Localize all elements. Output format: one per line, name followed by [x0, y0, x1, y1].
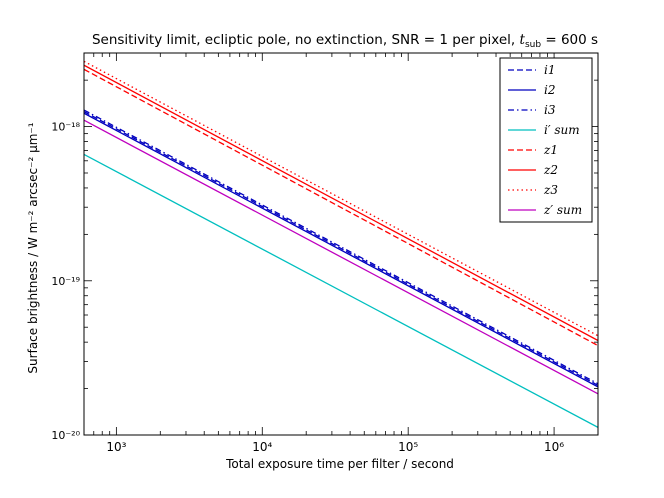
title-suffix: = 600 s	[541, 32, 598, 48]
series-line-i2	[84, 112, 598, 388]
legend-label-i3: i3	[544, 103, 556, 117]
legend-box	[499, 57, 593, 223]
chart-title: Sensitivity limit, ecliptic pole, no ext…	[92, 32, 598, 50]
series-line-i-sum	[84, 153, 598, 428]
legend-label-z2: z2	[543, 163, 558, 177]
title-math-t: t	[520, 32, 526, 48]
plot-area	[83, 52, 599, 436]
series-line-i3	[84, 109, 598, 385]
legend: i1 i2 i3 i′ sum z1 z2 z3 z′ sum	[499, 57, 593, 223]
title-math-sub: sub	[525, 40, 541, 50]
x-tick-label: 10⁵	[398, 440, 418, 454]
series-lines	[84, 60, 598, 428]
legend-label-i-sum: i′ sum	[544, 123, 580, 137]
x-tick-label: 10⁴	[252, 440, 272, 454]
y-tick-label: 10⁻²⁰	[51, 429, 80, 442]
legend-label-z3: z3	[543, 183, 558, 197]
legend-label-i2: i2	[544, 83, 555, 97]
axis-ticks: 10³ 10⁴ 10⁵ 10⁶ 10⁻²⁰ 10⁻¹⁹ 10⁻¹⁸	[51, 53, 599, 454]
title-text: Sensitivity limit, ecliptic pole, no ext…	[92, 32, 520, 48]
x-tick-label: 10⁶	[544, 440, 564, 454]
series-line-i1	[84, 111, 598, 386]
x-axis-label: Total exposure time per filter / second	[225, 457, 454, 471]
series-line-z1	[84, 68, 598, 347]
series-line-z-sum	[84, 119, 598, 395]
plot-frame	[83, 52, 599, 436]
y-axis-label: Surface brightness / W m⁻² arcsec⁻² μm⁻¹	[26, 122, 40, 373]
y-tick-label: 10⁻¹⁸	[51, 121, 80, 134]
x-tick-label: 10³	[106, 440, 126, 454]
legend-label-z-sum: z′ sum	[543, 203, 582, 217]
legend-label-z1: z1	[543, 143, 558, 157]
legend-label-i1: i1	[544, 63, 555, 77]
series-line-z2	[84, 64, 598, 342]
y-tick-label: 10⁻¹⁹	[51, 275, 80, 288]
